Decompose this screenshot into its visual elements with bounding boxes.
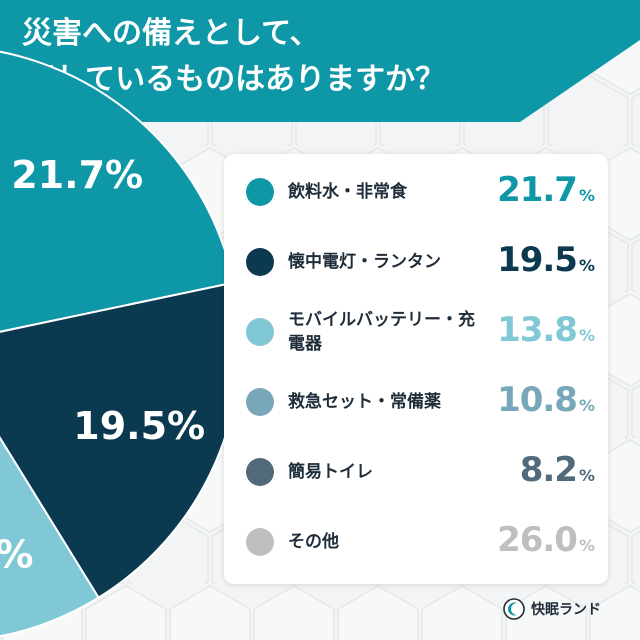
legend-value: 8.2% <box>519 450 595 490</box>
pie-slice-label: 21.7% <box>11 153 143 197</box>
moon-logo-icon <box>503 598 525 620</box>
legend-label: 簡易トイレ <box>288 462 373 482</box>
pie-slice <box>0 50 235 333</box>
legend-label: 懐中電灯・ランタン <box>288 252 441 272</box>
legend-item-battery: モバイルバッテリー・充電器 13.8% <box>224 302 608 362</box>
legend-item-other: その他 26.0% <box>224 512 608 572</box>
legend-card: 飲料水・非常食 21.7% 懐中電灯・ランタン 19.5% モバイルバッテリー・… <box>224 154 608 584</box>
legend-item-first-aid: 救急セット・常備薬 10.8% <box>224 372 608 432</box>
legend-swatch <box>246 388 274 416</box>
legend-swatch <box>246 458 274 486</box>
legend-swatch <box>246 248 274 276</box>
legend-value: 21.7% <box>497 170 595 210</box>
legend-label: その他 <box>288 532 339 552</box>
legend-swatch <box>246 528 274 556</box>
title-line-1: 災害への備えとして、 <box>22 16 320 51</box>
pie-slice-label: 19.5% <box>73 404 205 448</box>
brand: 快眠ランド <box>503 597 601 621</box>
legend-value: 19.5% <box>497 240 595 280</box>
brand-name: 快眠ランド <box>531 602 601 618</box>
legend-value: 10.8% <box>497 380 595 420</box>
legend-item-water-food: 飲料水・非常食 21.7% <box>224 162 608 222</box>
legend-label: 救急セット・常備薬 <box>288 392 441 412</box>
legend-swatch <box>246 318 274 346</box>
pie-slice <box>0 436 100 638</box>
pie-slice-label: 13.8% <box>0 533 33 577</box>
legend-item-flashlight: 懐中電灯・ランタン 19.5% <box>224 232 608 292</box>
legend-label: 飲料水・非常食 <box>288 182 407 202</box>
legend-label: モバイルバッテリー・充電器 <box>288 310 475 354</box>
legend-item-toilet: 簡易トイレ 8.2% <box>224 442 608 502</box>
legend-value: 26.0% <box>497 520 595 560</box>
legend-swatch <box>246 178 274 206</box>
legend-value: 13.8% <box>497 310 595 350</box>
